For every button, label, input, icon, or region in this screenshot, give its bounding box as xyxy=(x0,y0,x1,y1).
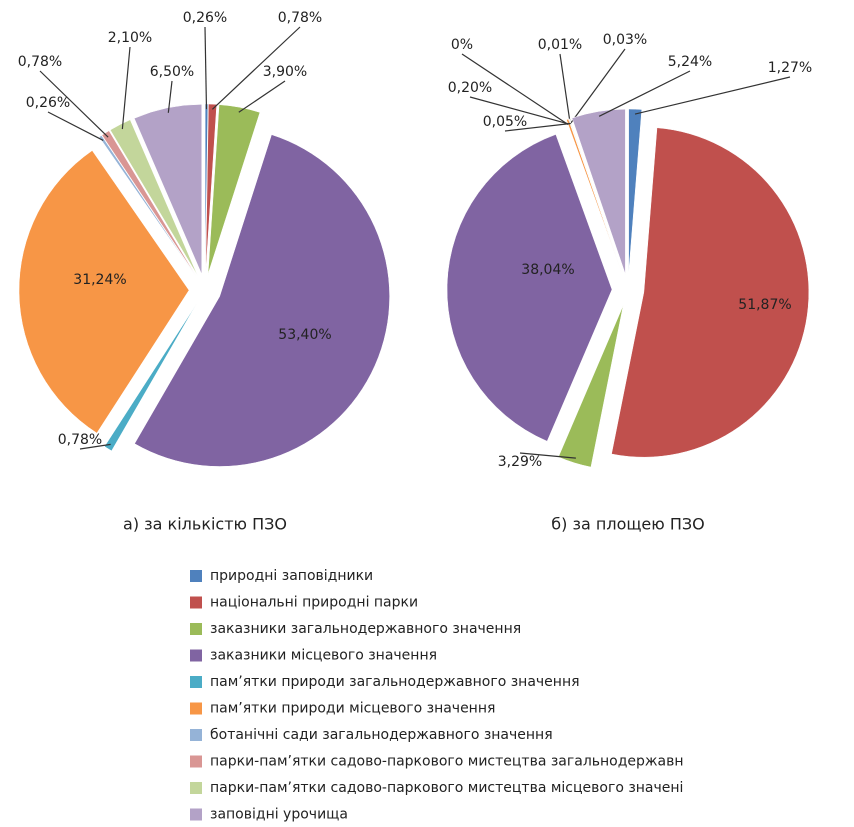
legend-label: ботанічні сади загальнодержавного значен… xyxy=(210,727,553,743)
data-label: 0,05% xyxy=(483,114,527,130)
data-label: 0,26% xyxy=(26,95,70,111)
pie-caption: б) за площею ПЗО xyxy=(551,515,704,534)
data-label: 31,24% xyxy=(73,272,126,288)
leader-line xyxy=(469,96,570,125)
data-label: 51,87% xyxy=(738,297,791,313)
legend-label: пам’ятки природи загальнодержавного знач… xyxy=(210,674,580,690)
legend-label: природні заповідники xyxy=(210,568,373,584)
pie-slice xyxy=(628,108,643,275)
legend-swatch xyxy=(190,623,202,635)
data-label: 3,90% xyxy=(263,64,307,80)
leader-line xyxy=(121,46,131,130)
data-label: 2,10% xyxy=(108,30,152,46)
pie-slice xyxy=(109,119,198,276)
leader-line xyxy=(559,53,571,124)
pie-slice xyxy=(611,127,810,458)
legend-label: національні природні парки xyxy=(210,595,418,611)
leader-line xyxy=(634,76,791,115)
legend-label: заповідні урочища xyxy=(210,807,348,823)
legend-swatch xyxy=(190,570,202,582)
data-label: 0,78% xyxy=(278,10,322,26)
legend-swatch xyxy=(190,702,202,715)
data-label: 0,03% xyxy=(603,32,647,48)
data-label: 0,20% xyxy=(448,80,492,96)
leader-line xyxy=(79,443,111,450)
leader-line xyxy=(598,70,691,117)
leader-line xyxy=(569,48,626,124)
legend-label: заказники загальнодержавного значення xyxy=(210,621,521,637)
data-label: 5,24% xyxy=(668,54,712,70)
leader-line xyxy=(39,70,109,138)
leader-line xyxy=(211,26,301,110)
leader-line xyxy=(504,122,571,132)
pie-slice xyxy=(446,134,613,442)
pie-slice xyxy=(134,134,390,467)
legend-label: парки-пам’ятки садово-паркового мистецтв… xyxy=(210,780,683,796)
leader-line xyxy=(238,80,286,113)
pie-caption: а) за кількістю ПЗО xyxy=(123,515,287,534)
pie-slice xyxy=(104,303,197,452)
legend-label: заказники місцевого значення xyxy=(210,648,437,664)
pie-slice xyxy=(568,118,624,275)
data-label: 0% xyxy=(451,37,473,53)
pie-slice xyxy=(18,150,190,434)
leader-line xyxy=(204,26,208,110)
data-label: 6,50% xyxy=(150,64,194,80)
data-label: 0,78% xyxy=(18,54,62,70)
data-label: 53,40% xyxy=(278,327,331,343)
legend-swatch xyxy=(190,729,202,741)
data-label: 0,78% xyxy=(58,432,102,448)
data-label: 0,26% xyxy=(183,10,227,26)
legend-swatch xyxy=(190,676,202,688)
legend-swatch xyxy=(190,755,202,768)
data-label: 38,04% xyxy=(521,262,574,278)
data-label: 1,27% xyxy=(768,60,812,76)
data-label: 0,01% xyxy=(538,37,582,53)
pie-slice xyxy=(133,104,203,275)
legend-swatch xyxy=(190,782,202,794)
data-label: 3,29% xyxy=(498,454,542,470)
leader-line xyxy=(167,80,173,113)
legend-swatch xyxy=(190,596,202,609)
pie-slice xyxy=(98,135,197,277)
legend-swatch xyxy=(190,808,202,821)
legend-label: пам’ятки природи місцевого значення xyxy=(210,701,495,717)
pie-slice xyxy=(571,108,626,275)
leader-line xyxy=(519,452,576,459)
legend-swatch xyxy=(190,649,202,662)
pie-slice xyxy=(207,104,261,275)
pie-slice xyxy=(101,130,197,277)
leader-line xyxy=(461,53,569,125)
leader-line xyxy=(47,111,104,141)
legend-label: парки-пам’ятки садово-паркового мистецтв… xyxy=(210,754,684,770)
